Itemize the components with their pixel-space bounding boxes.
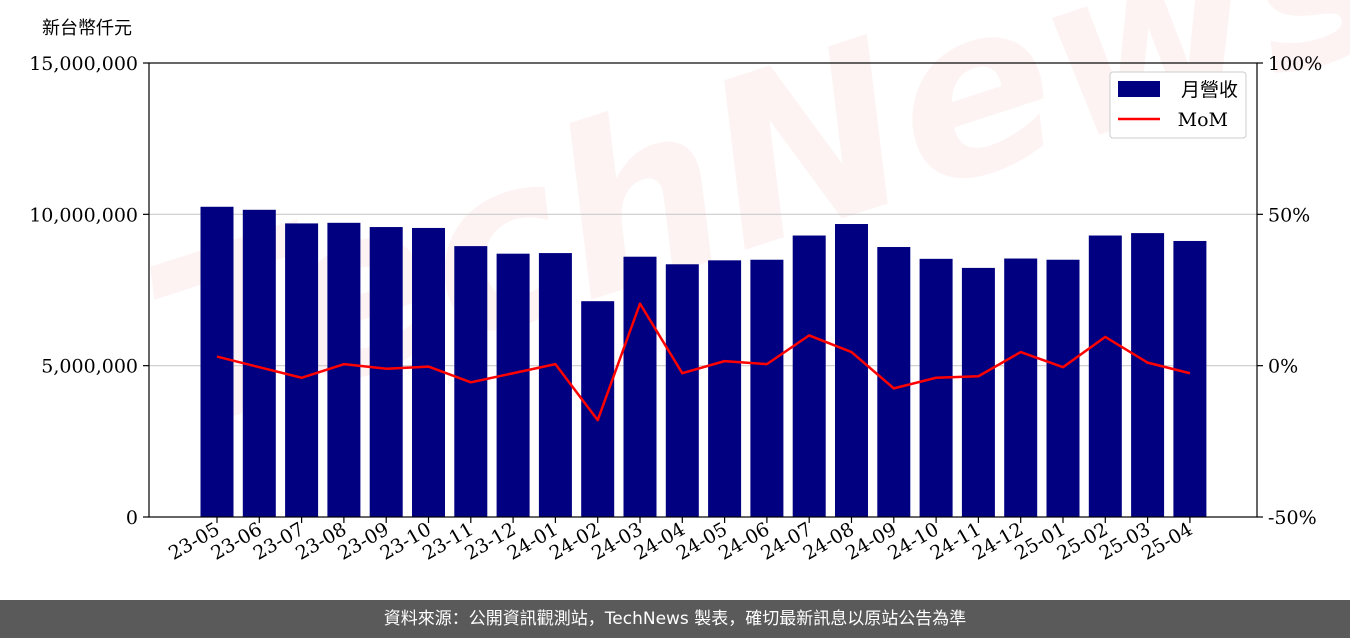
right-axis: -50% 0% 50% 100% (1257, 53, 1322, 529)
bar-25-02 (1088, 235, 1122, 517)
right-tick-label: 0% (1268, 356, 1298, 378)
bar-24-02 (581, 301, 615, 517)
bar-23-09 (369, 227, 403, 517)
x-axis: 23-0523-0623-0723-0823-0923-1023-1123-12… (165, 517, 1196, 565)
bar-25-03 (1131, 233, 1165, 517)
right-tick-label: -50% (1268, 507, 1317, 529)
bar-24-07 (792, 235, 826, 517)
bar-24-10 (919, 258, 953, 517)
footer-source-note: 資料來源：公開資訊觀測站，TechNews 製表，確切最新訊息以原站公告為準 (0, 600, 1350, 638)
right-tick-label: 50% (1268, 204, 1310, 226)
bar-24-04 (665, 264, 699, 517)
bar-23-07 (285, 223, 319, 517)
left-tick-label: 10,000,000 (29, 204, 138, 226)
bars-layer (200, 206, 1207, 518)
plot-frame (148, 62, 1258, 518)
left-tick-label: 15,000,000 (29, 53, 138, 75)
bar-25-04 (1173, 240, 1207, 517)
legend: 月營收 MoM (1109, 71, 1247, 139)
revenue-chart: 0 5,000,000 10,000,000 15,000,000 -50% 0% 50%… (29, 53, 1322, 565)
bar-23-05 (200, 206, 234, 517)
mom-line (216, 302, 1191, 422)
bar-24-03 (623, 256, 657, 517)
left-tick-label: 5,000,000 (41, 356, 138, 378)
bar-25-01 (1046, 259, 1080, 517)
legend-label-bar: 月營收 (1181, 79, 1238, 101)
legend-label-line: MoM (1178, 109, 1228, 131)
right-tick-label: 100% (1268, 53, 1322, 75)
bar-24-08 (835, 224, 868, 517)
bar-24-09 (877, 247, 911, 517)
bar-24-11 (961, 267, 995, 517)
bar-23-10 (412, 227, 445, 517)
bar-24-01 (538, 253, 572, 518)
left-tick-label: 0 (126, 507, 138, 529)
mom-line-layer (216, 302, 1191, 422)
bar-23-12 (496, 253, 530, 517)
bar-24-12 (1004, 258, 1038, 517)
bar-24-05 (708, 260, 742, 517)
left-axis: 0 5,000,000 10,000,000 15,000,000 (29, 53, 149, 529)
y-axis-unit-label: 新台幣仟元 (42, 18, 132, 39)
legend-bar-swatch (1118, 81, 1160, 97)
bar-23-08 (327, 222, 361, 518)
bar-24-06 (750, 259, 784, 517)
